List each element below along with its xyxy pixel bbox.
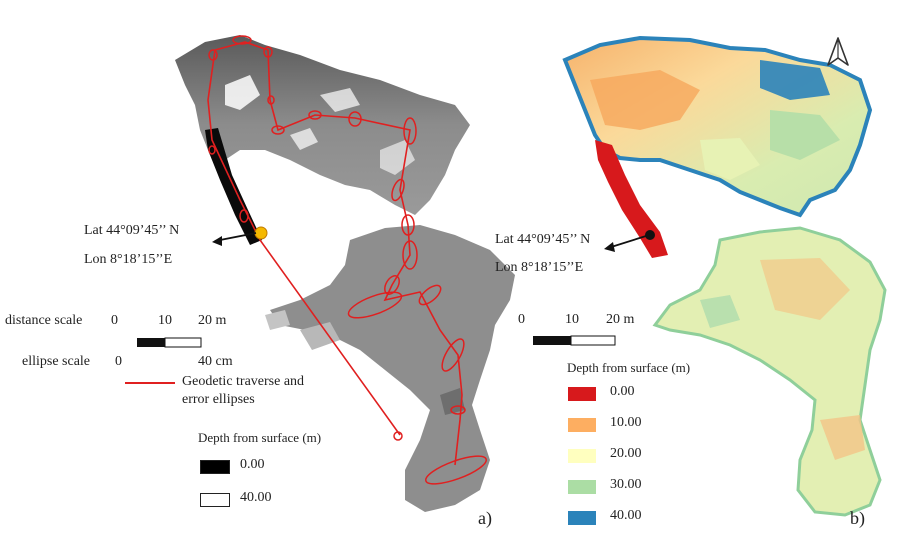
distance-scale-label: distance scale <box>5 313 83 328</box>
traverse-legend-line2: error ellipses <box>182 392 255 407</box>
distance-scale-bar-a <box>137 337 202 348</box>
distance-tick-1-a: 10 <box>158 313 172 328</box>
ellipse-tick-1: 40 cm <box>198 354 233 369</box>
distance-tick-2-b: 20 m <box>606 312 635 327</box>
location-marker-a <box>254 226 268 240</box>
depth-label-b-0: 0.00 <box>610 384 635 399</box>
depth-label-a-1: 40.00 <box>240 490 272 505</box>
north-arrow-icon <box>827 37 849 66</box>
coord-lon-b: Lon 8°18’15’’E <box>495 260 584 275</box>
distance-scale-bar-b <box>533 335 616 346</box>
coord-lat-a: Lat 44°09’45’’ N <box>84 223 180 238</box>
depth-swatch-b-2 <box>568 449 596 463</box>
panel-label-b: b) <box>850 508 865 528</box>
coord-lon-a: Lon 8°18’15’’E <box>84 252 173 267</box>
ellipse-scale-label: ellipse scale <box>22 354 91 369</box>
depth-label-b-3: 30.00 <box>610 477 642 492</box>
depth-swatch-a-1 <box>200 493 230 507</box>
right-cave-map <box>562 35 887 517</box>
depth-label-b-2: 20.00 <box>610 446 642 461</box>
depth-label-b-1: 10.00 <box>610 415 642 430</box>
depth-swatch-b-3 <box>568 480 596 494</box>
depth-label-b-4: 40.00 <box>610 508 642 523</box>
depth-swatch-b-4 <box>568 511 596 525</box>
depth-swatch-b-0 <box>568 387 596 401</box>
distance-tick-0-a: 0 <box>111 313 118 328</box>
distance-tick-1-b: 10 <box>565 312 579 327</box>
right-cave-shallow-strip <box>595 140 668 258</box>
depth-title-a: Depth from surface (m) <box>198 430 322 445</box>
geodetic-traverse <box>207 41 463 466</box>
location-marker-b <box>645 230 655 240</box>
depth-swatch-b-1 <box>568 418 596 432</box>
distance-tick-2-a: 20 m <box>198 313 227 328</box>
left-cave-lower <box>270 225 515 512</box>
distance-tick-0-b: 0 <box>518 312 525 327</box>
ellipse-tick-0: 0 <box>115 354 122 369</box>
depth-label-a-0: 0.00 <box>240 457 265 472</box>
traverse-legend-line1: Geodetic traverse and <box>182 374 305 389</box>
panel-label-a: a) <box>478 508 492 528</box>
left-cave-map <box>175 35 515 512</box>
depth-title-b: Depth from surface (m) <box>567 360 691 375</box>
coord-lat-b: Lat 44°09’45’’ N <box>495 232 591 247</box>
left-cave-upper <box>175 35 470 215</box>
error-ellipses <box>208 35 487 485</box>
depth-swatch-a-0 <box>200 460 230 474</box>
